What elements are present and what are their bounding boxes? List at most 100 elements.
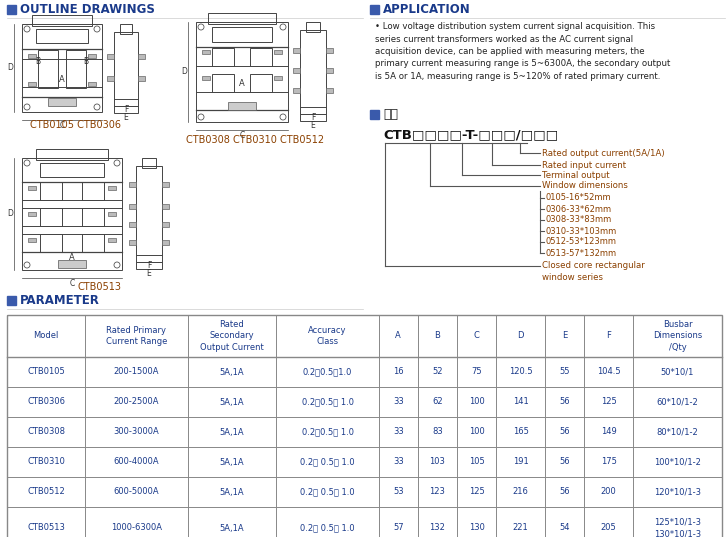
Text: 200: 200	[601, 488, 617, 497]
Bar	[40, 234, 62, 252]
Text: 56: 56	[559, 458, 570, 467]
Text: 5A,1A: 5A,1A	[220, 488, 245, 497]
Text: • Low voltage distribution system current signal acquisition. This
series curren: • Low voltage distribution system curren…	[375, 22, 670, 81]
Bar	[162, 182, 169, 187]
Text: 123: 123	[430, 488, 446, 497]
Text: 149: 149	[601, 427, 617, 437]
Text: 83: 83	[432, 427, 443, 437]
Text: 0.2、 0.5、 1.0: 0.2、 0.5、 1.0	[300, 524, 355, 533]
Text: F: F	[147, 260, 151, 270]
Text: Terminal output: Terminal output	[542, 171, 609, 179]
Bar	[202, 76, 210, 80]
Bar	[108, 186, 116, 190]
Text: B: B	[36, 56, 41, 66]
Text: 52: 52	[432, 367, 443, 376]
Text: C: C	[69, 279, 75, 288]
Text: 54: 54	[559, 524, 570, 533]
Bar	[82, 234, 104, 252]
Bar	[142, 158, 156, 168]
Bar	[129, 240, 136, 245]
Text: 33: 33	[393, 427, 403, 437]
Text: E: E	[311, 120, 315, 129]
Text: 62: 62	[432, 397, 443, 407]
Text: 175: 175	[601, 458, 617, 467]
Text: F: F	[606, 331, 611, 340]
Text: 0513-57*132mm: 0513-57*132mm	[546, 249, 617, 258]
Bar	[48, 98, 76, 106]
Text: 300-3000A: 300-3000A	[114, 427, 159, 437]
Text: 125: 125	[469, 488, 484, 497]
Text: 0105-16*52mm: 0105-16*52mm	[546, 193, 612, 202]
Text: D: D	[181, 68, 187, 76]
Text: CTB0513: CTB0513	[78, 282, 122, 292]
Text: CTB0105 CTB0306: CTB0105 CTB0306	[30, 120, 121, 130]
Bar	[306, 22, 320, 32]
Text: OUTLINE DRAWINGS: OUTLINE DRAWINGS	[20, 3, 155, 16]
Text: 216: 216	[513, 488, 529, 497]
Text: PARAMETER: PARAMETER	[20, 294, 100, 307]
Bar	[326, 88, 333, 93]
Text: 0.2、 0.5、 1.0: 0.2、 0.5、 1.0	[300, 458, 355, 467]
Text: 33: 33	[393, 458, 403, 467]
Bar	[212, 27, 272, 42]
Text: 221: 221	[513, 524, 529, 533]
Bar	[136, 262, 162, 269]
Text: 50*10/1: 50*10/1	[661, 367, 695, 376]
Text: 120.5: 120.5	[509, 367, 532, 376]
Bar	[28, 238, 36, 242]
Text: A: A	[69, 253, 75, 263]
Text: 0.2、0.5、 1.0: 0.2、0.5、 1.0	[301, 397, 354, 407]
Text: 0308-33*83mm: 0308-33*83mm	[546, 215, 612, 224]
Bar	[129, 222, 136, 227]
Text: Rated input current: Rated input current	[542, 161, 626, 170]
Bar	[293, 48, 300, 53]
Bar	[293, 88, 300, 93]
Text: CTB0512: CTB0512	[27, 488, 65, 497]
Bar	[300, 30, 326, 114]
Bar	[22, 158, 122, 270]
Text: Window dimensions: Window dimensions	[542, 182, 628, 191]
Text: 0306-33*62mm: 0306-33*62mm	[546, 205, 612, 214]
Text: CTB0310: CTB0310	[27, 458, 65, 467]
Bar	[129, 182, 136, 187]
Text: 56: 56	[559, 488, 570, 497]
Text: 5A,1A: 5A,1A	[220, 397, 245, 407]
Bar	[108, 238, 116, 242]
Bar	[250, 48, 272, 66]
Text: APPLICATION: APPLICATION	[383, 3, 471, 16]
Bar	[228, 102, 256, 110]
Bar	[40, 182, 62, 200]
Text: B: B	[435, 331, 440, 340]
Bar	[196, 22, 288, 122]
Text: 125*10/1-3
130*10/1-3: 125*10/1-3 130*10/1-3	[654, 518, 701, 537]
Text: CTB0306: CTB0306	[27, 397, 65, 407]
Bar	[7, 5, 16, 14]
Text: 0310-33*103mm: 0310-33*103mm	[546, 227, 617, 236]
Text: B: B	[84, 56, 89, 66]
Text: 200-2500A: 200-2500A	[114, 397, 159, 407]
Text: 56: 56	[559, 397, 570, 407]
Text: 5A,1A: 5A,1A	[220, 524, 245, 533]
Bar	[136, 166, 162, 262]
Text: 104.5: 104.5	[597, 367, 620, 376]
Text: 100*10/1-2: 100*10/1-2	[654, 458, 701, 467]
Bar	[28, 82, 36, 86]
Text: 100: 100	[469, 427, 484, 437]
Text: 75: 75	[471, 367, 482, 376]
Bar	[28, 186, 36, 190]
Text: 55: 55	[559, 367, 570, 376]
Text: CTB0308 CTB0310 CTB0512: CTB0308 CTB0310 CTB0512	[186, 135, 324, 145]
Bar	[88, 82, 96, 86]
Bar	[114, 32, 138, 106]
Text: 0.2、0.5、 1.0: 0.2、0.5、 1.0	[301, 427, 354, 437]
Text: Accuracy
Class: Accuracy Class	[309, 326, 347, 346]
Bar	[7, 296, 16, 305]
Bar	[82, 182, 104, 200]
Text: 命名: 命名	[383, 108, 398, 121]
Bar	[32, 15, 92, 26]
Bar	[129, 204, 136, 209]
Text: 53: 53	[393, 488, 403, 497]
Bar	[107, 76, 114, 81]
Text: 200-1500A: 200-1500A	[114, 367, 159, 376]
Bar	[88, 54, 96, 58]
